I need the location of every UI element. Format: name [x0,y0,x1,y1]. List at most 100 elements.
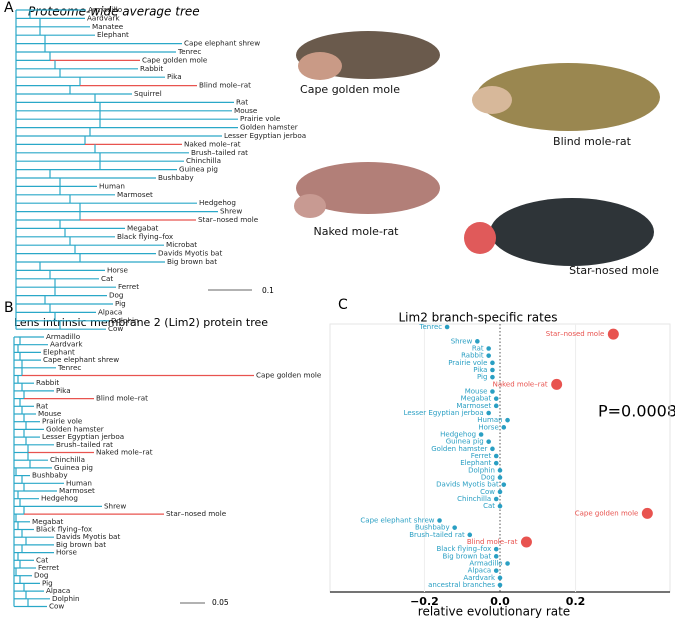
tip-label: Dolphin [52,594,80,603]
dot [467,532,473,538]
tip-label: Armadillo [88,5,122,14]
x-tick-label: −0.2 [410,595,439,608]
category-label: Cow [480,488,495,496]
scale-label: 0.05 [212,598,229,607]
dot [493,554,499,559]
dot [452,525,457,530]
x-tick-label: 0.0 [490,595,510,608]
panel-title: Proteome-wide average tree [28,5,200,19]
tip-label: Alpaca [98,307,122,316]
category-label: Prairie vole [448,359,487,367]
dot [437,518,442,523]
panel-label: A [4,0,14,16]
tip-label: Rabbit [140,64,163,73]
dot [493,546,499,552]
category-label: Guinea pig [446,438,484,446]
tip-label: Davids Myotis bat [158,249,222,258]
category-label: Cat [483,502,495,510]
category-label: Tenrec [418,323,442,331]
tip-label: Cow [49,602,64,611]
dot [497,489,503,495]
category-label: Horse [478,423,498,431]
panel-label: C [338,297,348,313]
category-label: Star–nosed mole [546,330,605,338]
tip-label: Pig [42,578,53,587]
animal-caption: Cape golden mole [300,83,400,96]
tip-label: Prairie vole [240,114,281,123]
tip-label: Star–nosed mole [198,215,259,224]
category-label: Black flying–fox [437,545,492,553]
category-label: Golden hamster [431,445,487,453]
category-label: Davids Myotis bat [436,481,499,489]
tip-label: Ferret [38,563,59,572]
category-label: Shrew [451,337,473,345]
dot [490,389,495,394]
dot [501,425,507,430]
tip-label: Manatee [92,22,124,31]
category-label: Rat [472,345,484,353]
tip-label: Mouse [38,409,62,418]
dot [607,328,619,340]
tip-label: Horse [107,265,129,274]
tip-label: Naked mole–rat [184,139,241,148]
tip-label: Human [99,181,125,190]
category-label: Chinchilla [457,495,491,503]
dot [493,396,499,401]
tip-label: Guinea pig [54,463,93,472]
tip-label: Hedgehog [41,494,78,503]
category-label: Big brown bat [442,552,491,560]
tip-label: Horse [56,548,78,557]
chart-title: Lim2 branch-specific rates [399,311,558,325]
tip-label: Big brown bat [56,540,106,549]
category-label: Alpaca [468,567,492,575]
tip-label: Blind mole–rat [96,394,148,403]
tip-label: Cow [108,324,123,333]
dot [493,460,499,466]
category-label: ancestral branches [428,581,495,589]
tip-label: Cat [101,274,113,283]
tip-label: Rat [36,401,48,410]
tip-label: Mouse [234,106,258,115]
category-label: Cape elephant shrew [360,517,434,525]
dot [497,468,503,473]
tip-label: Marmoset [117,190,153,199]
dot [641,507,653,519]
tip-label: Marmoset [59,486,95,495]
category-label: Aardvark [463,574,496,582]
tip-label: Pika [167,72,182,81]
annotation: P=0.00084 [598,402,675,421]
category-label: Blind mole–rat [467,538,518,546]
category-label: Brush–tailed rat [409,531,465,539]
dot [475,339,480,344]
category-label: Human [477,416,502,424]
dot [505,561,510,566]
tip-label: Cape elephant shrew [43,355,119,364]
tip-label: Rabbit [36,378,59,387]
tip-label: Aardvark [87,13,120,22]
dot [486,439,491,444]
tip-label: Rat [236,97,248,106]
dot [497,475,503,480]
tip-label: Golden hamster [46,424,104,433]
tip-label: Lesser Egyptian jerboa [224,131,306,140]
dot [551,378,563,390]
category-label: Hedgehog [440,431,476,439]
tip-label: Brush–tailed rat [191,148,248,157]
dot [493,568,499,573]
tip-label: Big brown bat [167,257,217,266]
x-axis-title: relative evolutionary rate [418,605,570,618]
tip-label: Cape golden mole [256,371,322,380]
tip-label: Megabat [32,517,64,526]
dot [493,403,499,409]
tip-label: Pika [56,386,71,395]
category-label: Armadillo [469,560,502,568]
tip-label: Hedgehog [199,198,236,207]
tip-label: Tenrec [177,47,201,56]
tip-label: Megabat [127,223,159,232]
animal-caption: Blind mole-rat [553,135,632,148]
tip-label: Bushbaby [32,471,68,480]
dot [497,503,503,509]
tip-label: Chinchilla [50,455,85,464]
dot [478,432,484,437]
